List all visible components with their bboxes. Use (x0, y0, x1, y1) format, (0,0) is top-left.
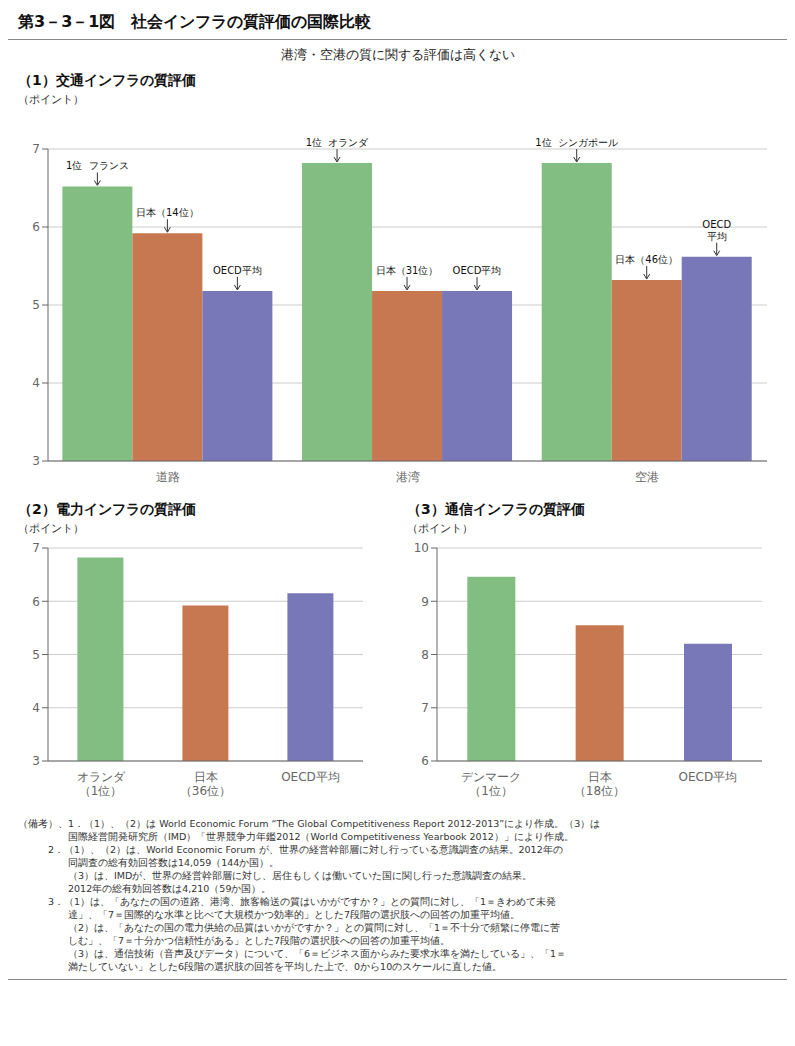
svg-text:9: 9 (421, 595, 429, 609)
svg-text:OECD平均: OECD平均 (453, 265, 502, 276)
svg-text:6: 6 (32, 595, 40, 609)
html-text:しむ」、「7＝十分かつ信頼性がある」とした7段階の選択肢への: しむ」、「7＝十分かつ信頼性がある」とした7段階の選択肢への回答の加重平均値。 (18, 935, 451, 946)
svg-text:日本（36位）: 日本（36位） (180, 770, 231, 798)
svg-text:3: 3 (32, 754, 40, 768)
html-text:（3）通信インフラの質評価: （3）通信インフラの質評価 (407, 501, 585, 517)
svg-text:港湾: 港湾 (396, 470, 420, 484)
svg-text:オランダ（1位）: オランダ（1位） (77, 770, 126, 798)
svg-text:4: 4 (32, 376, 40, 390)
svg-text:デンマーク（1位）: デンマーク（1位） (461, 770, 521, 798)
svg-text:10: 10 (414, 541, 429, 555)
html-text:（3）は、IMDが、世界の経営幹部層に対し、居住もしくは働い: （3）は、IMDが、世界の経営幹部層に対し、居住もしくは働いていた国に関し行った… (18, 870, 533, 881)
html-text:（ポイント）: （ポイント） (407, 522, 473, 535)
svg-text:日本（46位）: 日本（46位） (615, 254, 678, 265)
svg-text:5: 5 (32, 648, 40, 662)
svg-text:5: 5 (32, 298, 40, 312)
html-text:国際経営開発研究所（IMD）「世界競争力年鑑2012（Wor: 国際経営開発研究所（IMD）「世界競争力年鑑2012（World Competi… (18, 831, 574, 842)
html-text:（ポイント）: （ポイント） (18, 93, 84, 106)
html-text:達」、「7＝国際的な水準と比べて大規模かつ効率的」とした7段: 達」、「7＝国際的な水準と比べて大規模かつ効率的」とした7段階の選択肢への回答の… (18, 909, 521, 920)
svg-text:OECD平均: OECD平均 (679, 770, 738, 784)
html-text:（2）電力インフラの質評価: （2）電力インフラの質評価 (18, 501, 196, 517)
html-text:3．（1）は、「あなたの国の道路、港湾、旅客輸送の質はいかが: 3．（1）は、「あなたの国の道路、港湾、旅客輸送の質はいかがですか？」との質問に… (18, 896, 557, 907)
svg-text:空港: 空港 (635, 470, 659, 484)
html-text:2012年の総有効回答数は4,210（59か国）。: 2012年の総有効回答数は4,210（59か国）。 (18, 883, 272, 894)
svg-text:7: 7 (32, 541, 40, 555)
html-text:第3－3－1図 社会インフラの質評価の国際比較: 第3－3－1図 社会インフラの質評価の国際比較 (18, 12, 372, 31)
svg-text:1位 フランス: 1位 フランス (66, 160, 129, 171)
svg-text:8: 8 (421, 648, 429, 662)
svg-text:道路: 道路 (156, 470, 180, 484)
svg-text:OECD平均: OECD平均 (702, 219, 731, 242)
svg-text:7: 7 (32, 142, 40, 156)
svg-text:日本（18位）: 日本（18位） (574, 770, 625, 798)
html-text:同調査の総有効回答数は14,059（144か国）。: 同調査の総有効回答数は14,059（144か国）。 (18, 857, 280, 868)
svg-text:6: 6 (421, 754, 429, 768)
html-text:（2）は、「あなたの国の電力供給の品質はいかがですか？」との: （2）は、「あなたの国の電力供給の品質はいかがですか？」との質問に対し、「1＝不… (18, 922, 561, 933)
html-text:（備考）、1．（1）、（2）は World Economic: （備考）、1．（1）、（2）は World Economic Forum “Th… (18, 818, 601, 829)
html-text:（ポイント）: （ポイント） (18, 522, 84, 535)
svg-text:OECD平均: OECD平均 (281, 770, 340, 784)
svg-text:4: 4 (32, 701, 40, 715)
html-text:（3）は、通信技術（音声及びデータ）について、「6＝ビジネス: （3）は、通信技術（音声及びデータ）について、「6＝ビジネス面からみた要求水準を… (18, 948, 567, 959)
svg-text:日本（14位）: 日本（14位） (136, 207, 199, 218)
svg-text:OECD平均: OECD平均 (213, 265, 262, 276)
svg-text:6: 6 (32, 220, 40, 234)
svg-text:1位 オランダ: 1位 オランダ (306, 137, 370, 148)
svg-text:7: 7 (421, 701, 429, 715)
html-text:港湾・空港の質に関する評価は高くない: 港湾・空港の質に関する評価は高くない (280, 47, 515, 62)
svg-text:日本（31位）: 日本（31位） (376, 265, 439, 276)
svg-text:3: 3 (32, 454, 40, 468)
html-text:（1）交通インフラの質評価: （1）交通インフラの質評価 (18, 72, 196, 88)
svg-text:1位 シンガポール: 1位 シンガポール (535, 137, 618, 148)
html-text:満たしていない」とした6段階の選択肢の回答を平均した上で、0: 満たしていない」とした6段階の選択肢の回答を平均した上で、0から10のスケールに… (18, 961, 503, 972)
html-text:2．（1）、（2）は、World Economic Foru: 2．（1）、（2）は、World Economic Forum が、世界の経営幹… (18, 844, 563, 855)
